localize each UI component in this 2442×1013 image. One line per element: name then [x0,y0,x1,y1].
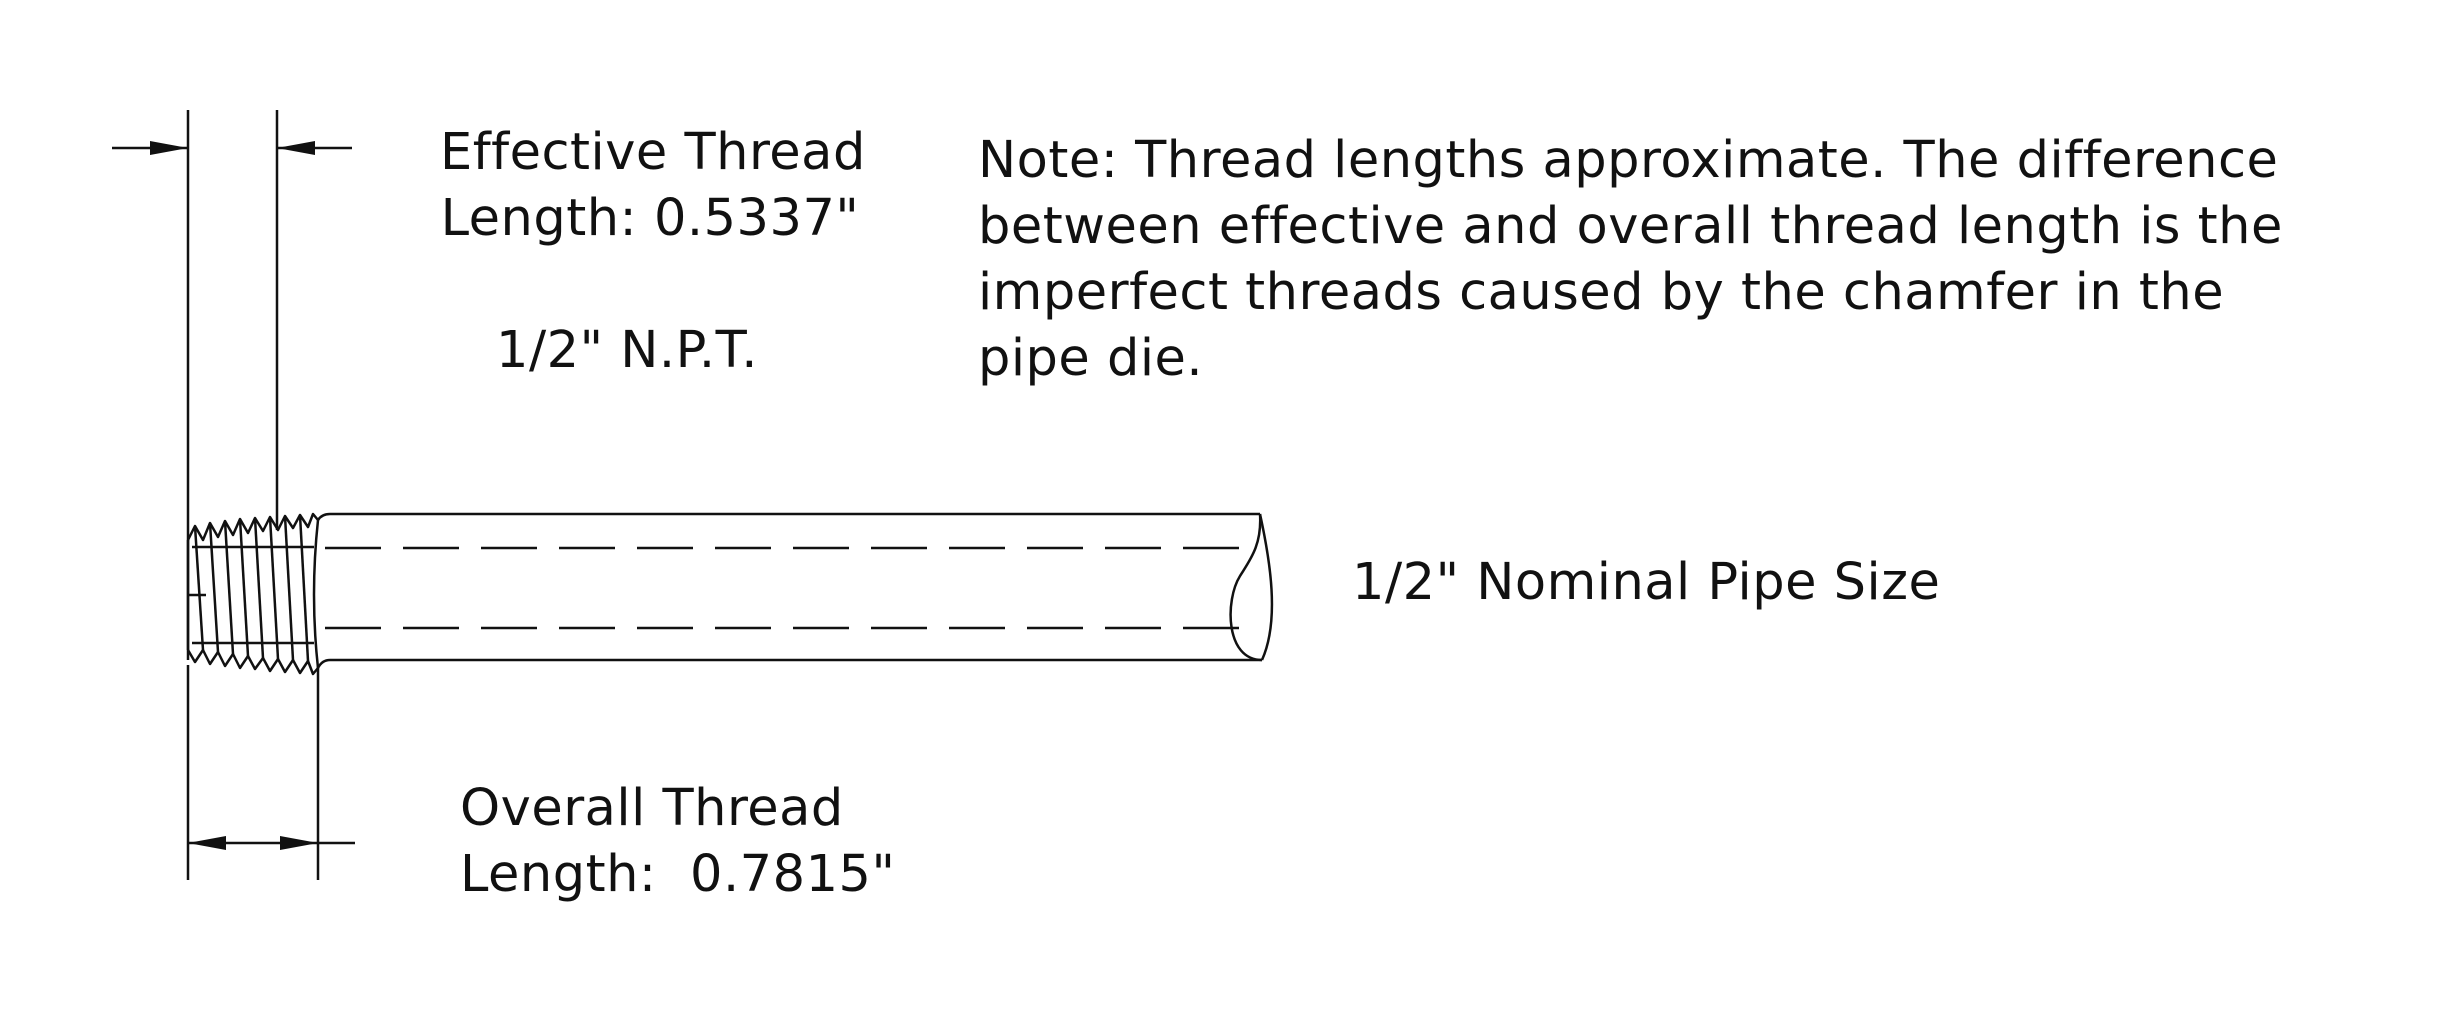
pipe-outline [316,512,1262,669]
thread-line [298,514,310,662]
pipe-body [316,512,1274,669]
thread-line [223,520,235,655]
effective-thread-dimension [112,110,352,660]
thread-crest-top [186,512,319,542]
effective-thread-value: Length: 0.5337" [440,189,860,248]
effective-thread-label: Effective Thread Length: 0.5337" [440,120,866,252]
thread-length-note: Note: Thread lengths approximate. The di… [978,131,2283,388]
overall-thread-label: Overall Thread Length: 0.7815" [460,776,895,908]
threaded-section [186,512,320,676]
thread-crest-bottom [186,648,319,676]
thread-line [283,515,295,661]
thread-runout [312,519,320,669]
thread-line [238,518,250,657]
nominal-pipe-size-label: 1/2" Nominal Pipe Size [1352,553,1941,612]
overall-thread-dimension [186,665,355,880]
overall-thread-value: Length: 0.7815" [460,845,896,904]
arrowhead-left [150,141,188,155]
thread-line [193,525,205,651]
overall-thread-title: Overall Thread [460,779,844,838]
effective-thread-title: Effective Thread [440,123,866,182]
pipe-break-inner [1258,513,1274,661]
thread-line [253,517,265,659]
arrowhead-left [188,836,226,850]
arrowhead-right [280,836,318,850]
thread-line [268,516,280,660]
arrowhead-right [277,141,315,155]
npt-label: 1/2" N.P.T. [496,321,758,380]
thread-line [208,522,220,653]
pipe-break-outer [1229,513,1263,662]
